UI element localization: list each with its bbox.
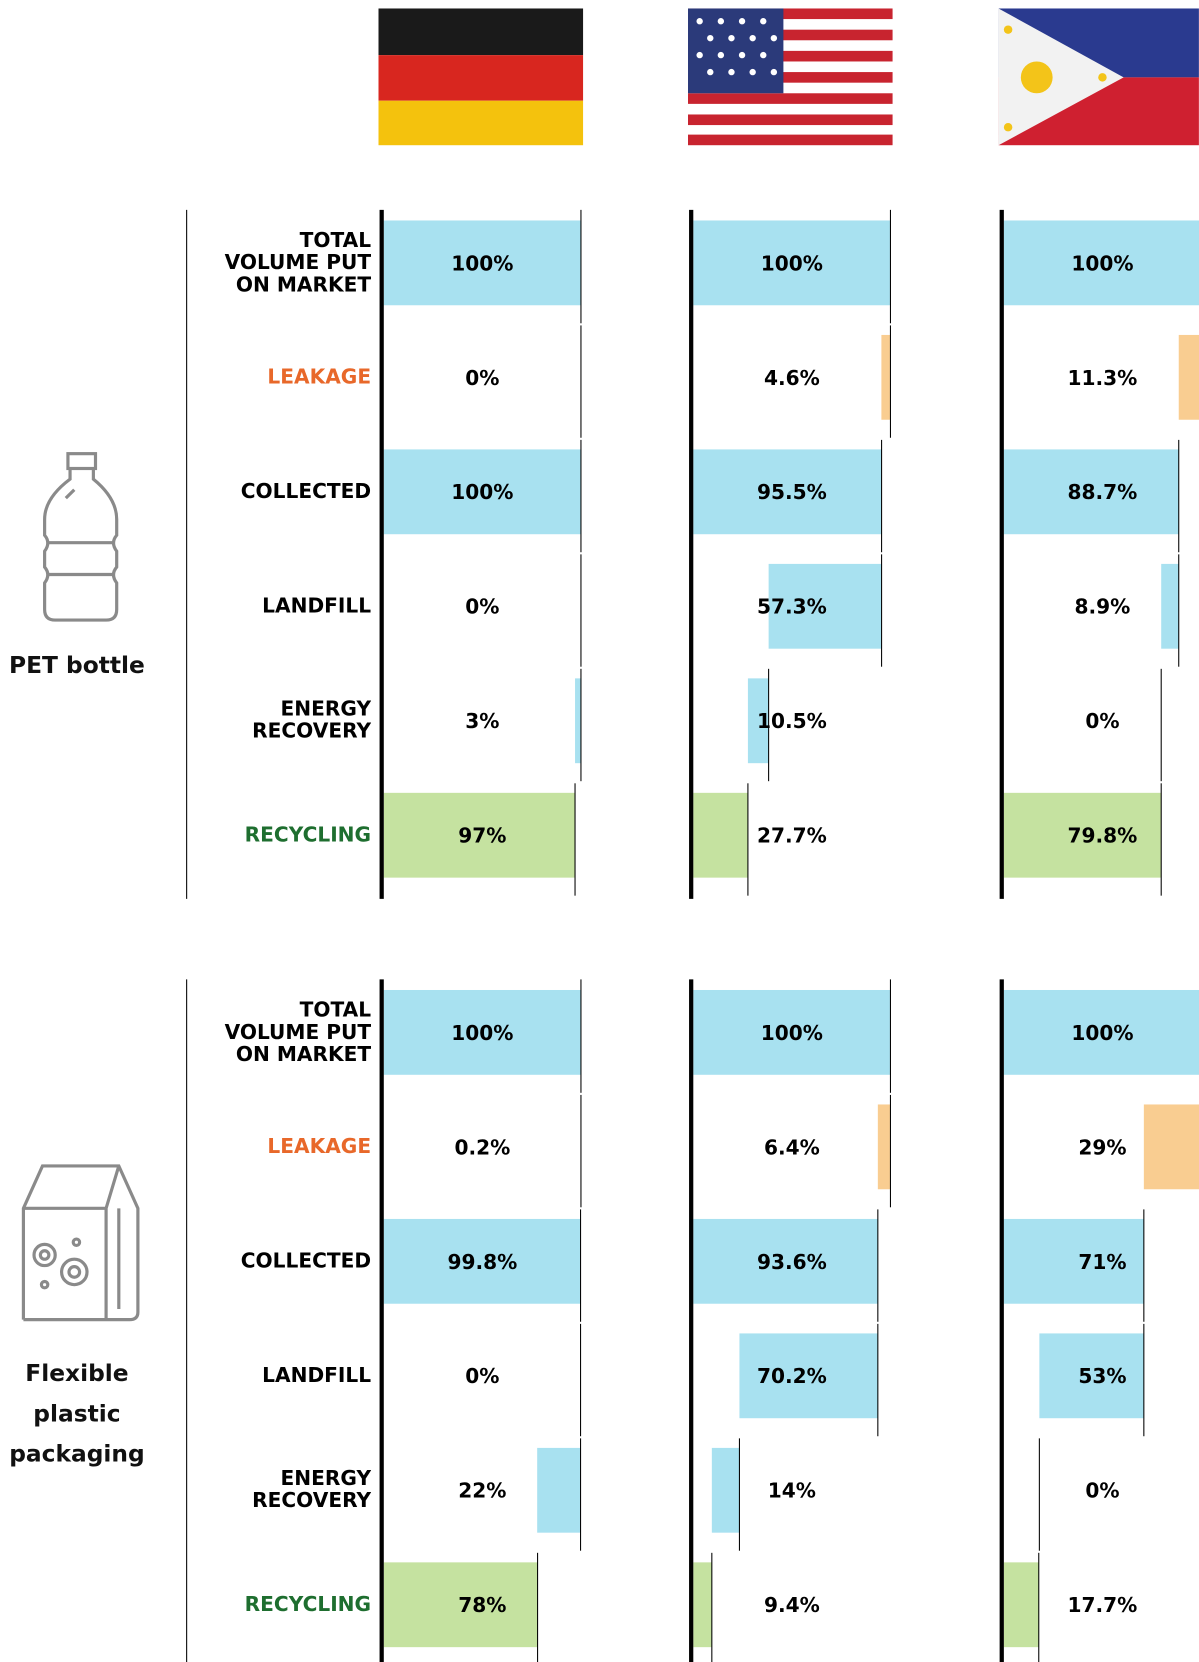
value-label: 100% [451,1021,513,1045]
row-label: RECYCLING [191,1562,371,1647]
row-label: TOTAL VOLUME PUT ON MARKET [191,220,371,305]
value-label: 6.4% [764,1135,820,1159]
value-label: 0.2% [454,1135,510,1159]
chart: PET bottle TOTAL VOLUME PUT ON MARKET LEAK… [0,0,1199,1662]
bag-icon [23,1166,137,1320]
row-label-box: COLLECTED [191,449,371,534]
row-label-box: RECYCLING [191,793,371,878]
row-label: ENERGY RECOVERY [191,1448,371,1533]
flag-usa [688,8,893,145]
row-label: TOTAL VOLUME PUT ON MARKET [191,990,371,1075]
value-label: 3% [465,709,499,733]
value-label: 27.7% [757,824,827,848]
panel-title: PET bottle [0,647,154,687]
value-label: 10.5% [757,709,827,733]
row-label: LANDFILL [191,564,371,649]
row-label: LANDFILL [191,1333,371,1418]
bar [1161,564,1179,649]
value-label: 14% [768,1479,816,1503]
row-label: RECYCLING [191,793,371,878]
row-label: COLLECTED [191,449,371,534]
value-label: 8.9% [1075,595,1131,619]
value-label: 0% [465,595,499,619]
value-label: 79.8% [1068,824,1138,848]
value-label: 0% [1085,1479,1119,1503]
bar [1179,335,1199,420]
row-label-box: LANDFILL [191,1333,371,1418]
value-label: 78% [458,1593,506,1617]
bar [575,678,581,763]
value-label: 93.6% [757,1250,827,1274]
flag-philippines [999,8,1199,145]
row-label: COLLECTED [191,1219,371,1304]
bar [881,335,890,420]
value-label: 99.8% [447,1250,517,1274]
value-label: 11.3% [1068,366,1138,390]
value-label: 4.6% [764,366,820,390]
value-label: 100% [761,1021,823,1045]
value-label: 70.2% [757,1364,827,1388]
panel-title: Flexible plastic packaging [0,1355,154,1476]
row-label-box: TOTAL VOLUME PUT ON MARKET [191,220,371,305]
value-label: 95.5% [757,480,827,504]
bar [1144,1104,1199,1189]
value-label: 88.7% [1068,480,1138,504]
value-label: 100% [451,480,513,504]
bar [693,793,748,878]
bottle-icon [45,454,117,620]
row-label-box: COLLECTED [191,1219,371,1304]
bar [712,1448,740,1533]
bar [693,1562,712,1647]
row-label-box: LEAKAGE [191,1104,371,1189]
value-label: 53% [1078,1364,1126,1388]
value-label: 9.4% [764,1593,820,1617]
panel-title-box: PET bottle [0,647,154,774]
row-label-box: ENERGY RECOVERY [191,1448,371,1533]
value-label: 0% [465,366,499,390]
row-label-box: LEAKAGE [191,335,371,420]
row-label: ENERGY RECOVERY [191,678,371,763]
value-label: 29% [1078,1135,1126,1159]
value-label: 0% [465,1364,499,1388]
value-label: 100% [1071,1021,1133,1045]
flag-germany [379,8,584,145]
bar [1004,1562,1039,1647]
value-label: 17.7% [1068,1593,1138,1617]
value-label: 100% [1071,251,1133,275]
row-label-box: ENERGY RECOVERY [191,678,371,763]
row-label-box: LANDFILL [191,564,371,649]
row-label: LEAKAGE [191,335,371,420]
value-label: 97% [458,824,506,848]
row-label-box: TOTAL VOLUME PUT ON MARKET [191,990,371,1075]
row-label-box: RECYCLING [191,1562,371,1647]
value-label: 57.3% [757,595,827,619]
value-label: 100% [761,251,823,275]
row-label: LEAKAGE [191,1104,371,1189]
bar [537,1448,580,1533]
value-label: 0% [1085,709,1119,733]
value-label: 71% [1078,1250,1126,1274]
bar [878,1104,891,1189]
value-label: 100% [451,251,513,275]
panel-title-box: Flexible plastic packaging [0,1355,154,1482]
value-label: 22% [458,1479,506,1503]
